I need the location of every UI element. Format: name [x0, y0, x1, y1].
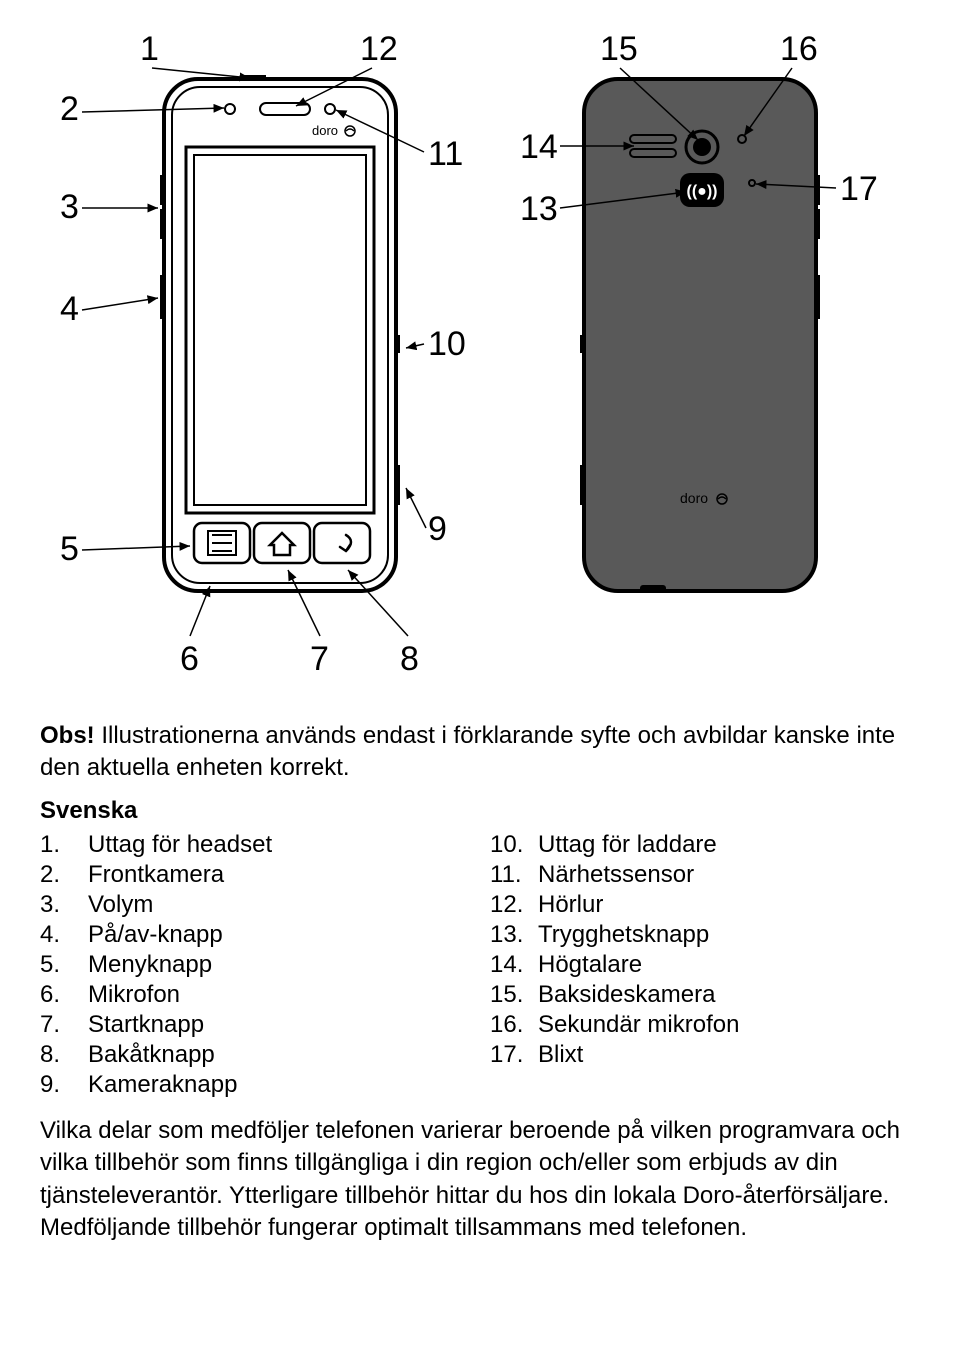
legend-row: 3.Volym: [40, 891, 470, 919]
legend-text: Blixt: [538, 1041, 583, 1069]
legend-text: Menyknapp: [88, 951, 212, 979]
legend-row: 8.Bakåtknapp: [40, 1041, 470, 1069]
callout-3: 3: [60, 188, 79, 227]
callout-1: 1: [140, 30, 159, 69]
callout-13: 13: [520, 190, 558, 229]
section-title: Svenska: [40, 797, 920, 825]
callout-14: 14: [520, 128, 558, 167]
legend-num: 2.: [40, 861, 88, 889]
legend-row: 6.Mikrofon: [40, 981, 470, 1009]
svg-text:((●)): ((●)): [687, 183, 718, 200]
legend-text: Frontkamera: [88, 861, 224, 889]
legend-row: 14.Högtalare: [490, 951, 920, 979]
legend-row: 13.Trygghetsknapp: [490, 921, 920, 949]
legend-num: 4.: [40, 921, 88, 949]
legend-col-right: 10.Uttag för laddare11.Närhetssensor12.H…: [490, 831, 920, 1101]
legend-num: 12.: [490, 891, 538, 919]
legend-text: Kameraknapp: [88, 1071, 237, 1099]
legend-num: 6.: [40, 981, 88, 1009]
legend-row: 1.Uttag för headset: [40, 831, 470, 859]
legend-text: På/av-knapp: [88, 921, 223, 949]
obs-text: Illustrationerna används endast i förkla…: [40, 722, 895, 781]
legend-col-left: 1.Uttag för headset2.Frontkamera3.Volym4…: [40, 831, 470, 1101]
legend-row: 17.Blixt: [490, 1041, 920, 1069]
legend-row: 2.Frontkamera: [40, 861, 470, 889]
legend-row: 4.På/av-knapp: [40, 921, 470, 949]
legend-num: 5.: [40, 951, 88, 979]
legend-num: 10.: [490, 831, 538, 859]
callout-10: 10: [428, 325, 466, 364]
legend-text: Mikrofon: [88, 981, 180, 1009]
legend-text: Uttag för headset: [88, 831, 272, 859]
legend-row: 10.Uttag för laddare: [490, 831, 920, 859]
legend-text: Startknapp: [88, 1011, 204, 1039]
legend-num: 14.: [490, 951, 538, 979]
callout-16: 16: [780, 30, 818, 69]
phone-diagram: doro: [40, 30, 920, 700]
callout-11: 11: [428, 135, 463, 174]
callout-6: 6: [180, 640, 199, 679]
callout-9: 9: [428, 510, 447, 549]
legend-num: 13.: [490, 921, 538, 949]
legend-columns: 1.Uttag för headset2.Frontkamera3.Volym4…: [40, 831, 920, 1101]
legend-text: Närhetssensor: [538, 861, 694, 889]
legend-num: 8.: [40, 1041, 88, 1069]
callout-17: 17: [840, 170, 878, 209]
phone-front-illustration: doro: [160, 75, 400, 595]
legend-num: 7.: [40, 1011, 88, 1039]
legend-num: 16.: [490, 1011, 538, 1039]
svg-text:doro: doro: [680, 490, 708, 506]
legend-num: 9.: [40, 1071, 88, 1099]
legend-text: Högtalare: [538, 951, 642, 979]
legend-num: 15.: [490, 981, 538, 1009]
legend-text: Bakåtknapp: [88, 1041, 215, 1069]
callout-12: 12: [360, 30, 398, 69]
legend-row: 11.Närhetssensor: [490, 861, 920, 889]
legend-row: 5.Menyknapp: [40, 951, 470, 979]
callout-2: 2: [60, 90, 79, 129]
legend-num: 11.: [490, 861, 538, 889]
legend-text: Hörlur: [538, 891, 603, 919]
legend-row: 7.Startknapp: [40, 1011, 470, 1039]
callout-4: 4: [60, 290, 79, 329]
legend-num: 17.: [490, 1041, 538, 1069]
legend-text: Uttag för laddare: [538, 831, 717, 859]
legend-text: Volym: [88, 891, 153, 919]
obs-label: Obs!: [40, 722, 95, 749]
legend-text: Trygghetsknapp: [538, 921, 709, 949]
legend-text: Sekundär mikrofon: [538, 1011, 739, 1039]
callout-5: 5: [60, 530, 79, 569]
footer-paragraph: Vilka delar som medföljer telefonen vari…: [40, 1115, 920, 1245]
legend-row: 16.Sekundär mikrofon: [490, 1011, 920, 1039]
legend-num: 3.: [40, 891, 88, 919]
legend-text: Baksideskamera: [538, 981, 715, 1009]
callout-15: 15: [600, 30, 638, 69]
callout-8: 8: [400, 640, 419, 679]
legend-num: 1.: [40, 831, 88, 859]
legend-row: 15.Baksideskamera: [490, 981, 920, 1009]
svg-text:doro: doro: [312, 123, 338, 138]
phone-back-illustration: ((●)) doro: [580, 75, 820, 595]
callout-7: 7: [310, 640, 329, 679]
legend-row: 12.Hörlur: [490, 891, 920, 919]
legend-row: 9.Kameraknapp: [40, 1071, 470, 1099]
obs-paragraph: Obs! Illustrationerna används endast i f…: [40, 720, 920, 785]
